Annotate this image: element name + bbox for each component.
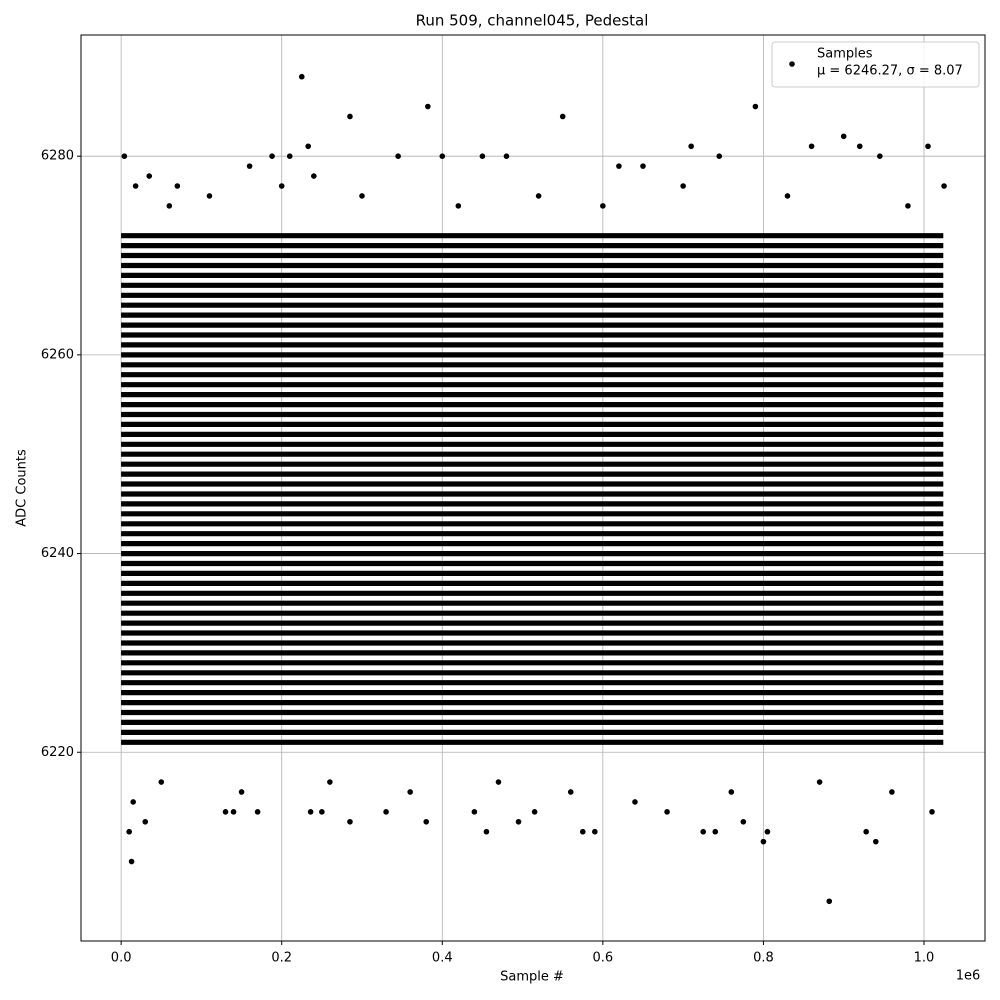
data-point xyxy=(873,838,879,845)
data-point xyxy=(515,818,522,825)
legend-marker xyxy=(789,61,795,67)
data-point xyxy=(712,828,719,835)
x-tick-label: 0.4 xyxy=(432,951,453,966)
data-point xyxy=(455,203,462,209)
data-point xyxy=(640,163,646,169)
data-point xyxy=(425,103,431,110)
data-point xyxy=(856,143,863,150)
x-tick-label: 0.8 xyxy=(753,951,774,966)
data-point xyxy=(941,183,947,189)
data-point xyxy=(126,828,132,835)
y-tick-label: 6280 xyxy=(41,149,74,164)
data-point xyxy=(495,779,502,785)
legend-label: Samples xyxy=(817,47,873,62)
data-point xyxy=(535,193,542,199)
sample-band xyxy=(121,233,944,745)
data-point xyxy=(784,193,791,199)
data-point xyxy=(395,153,401,159)
y-tick-label: 6220 xyxy=(41,745,74,760)
data-point xyxy=(531,809,538,815)
data-point xyxy=(383,809,389,815)
data-point xyxy=(863,828,869,835)
data-point xyxy=(246,163,253,169)
data-point xyxy=(905,203,911,209)
x-tick-label: 0.0 xyxy=(111,951,132,966)
data-point xyxy=(128,858,135,865)
data-point xyxy=(728,789,735,795)
data-point xyxy=(269,153,275,159)
data-point xyxy=(254,809,261,815)
legend-box xyxy=(771,41,980,88)
x-tick-label: 0.2 xyxy=(271,951,292,966)
y-axis-label: ADC Counts xyxy=(15,449,30,527)
data-point xyxy=(700,828,707,835)
data-point xyxy=(600,203,606,209)
plot-frame xyxy=(80,34,986,942)
data-point xyxy=(130,799,136,805)
data-point xyxy=(740,818,747,825)
data-point xyxy=(286,153,293,159)
legend-stats: μ = 6246.27, σ = 8.07 xyxy=(817,64,963,79)
data-point xyxy=(840,133,847,140)
data-point xyxy=(471,809,478,815)
data-point xyxy=(423,818,430,825)
data-point xyxy=(305,143,312,150)
data-point xyxy=(307,809,314,815)
data-point xyxy=(347,113,353,120)
data-point xyxy=(166,203,173,209)
data-point xyxy=(503,153,510,159)
data-point xyxy=(158,779,165,785)
data-point xyxy=(347,818,353,825)
data-point xyxy=(311,173,317,179)
data-point xyxy=(230,809,237,815)
data-point xyxy=(929,809,935,815)
data-point xyxy=(664,809,670,815)
x-tick-label: 1.0 xyxy=(914,951,935,966)
data-point xyxy=(359,193,365,199)
legend: Samples μ = 6246.27, σ = 8.07 xyxy=(771,41,980,88)
data-point xyxy=(688,143,694,150)
data-point xyxy=(278,183,285,189)
y-tick-label: 6260 xyxy=(41,347,74,362)
data-point xyxy=(579,828,586,835)
data-point xyxy=(877,153,883,159)
data-point xyxy=(238,789,245,795)
y-tick-label: 6240 xyxy=(41,546,74,561)
data-point xyxy=(616,163,622,169)
data-point xyxy=(826,898,833,905)
data-point xyxy=(319,809,325,815)
data-point xyxy=(439,153,446,159)
data-point xyxy=(760,838,767,845)
data-point xyxy=(632,799,638,805)
data-point xyxy=(174,183,181,189)
data-point xyxy=(132,183,139,189)
chart-title: Run 509, channel045, Pedestal xyxy=(416,12,649,30)
data-point xyxy=(816,779,823,785)
x-offset-label: 1e6 xyxy=(956,969,981,984)
data-point xyxy=(222,809,229,815)
x-axis-label: Sample # xyxy=(500,970,564,985)
data-point xyxy=(808,143,815,150)
data-point xyxy=(121,153,128,159)
data-point xyxy=(680,183,686,189)
data-point xyxy=(559,113,566,120)
data-point xyxy=(142,818,149,825)
x-tick-label: 0.6 xyxy=(593,951,614,966)
data-point xyxy=(925,143,931,150)
data-point xyxy=(567,789,574,795)
data-point xyxy=(592,828,598,835)
data-point xyxy=(327,779,333,785)
data-point xyxy=(407,789,413,795)
data-point xyxy=(752,103,759,110)
data-point xyxy=(146,173,153,179)
data-point xyxy=(889,789,895,795)
data-point xyxy=(764,828,771,835)
data-point xyxy=(483,828,490,835)
data-point xyxy=(716,153,723,159)
data-point xyxy=(298,73,305,80)
data-point xyxy=(479,153,486,159)
data-point xyxy=(206,193,213,199)
